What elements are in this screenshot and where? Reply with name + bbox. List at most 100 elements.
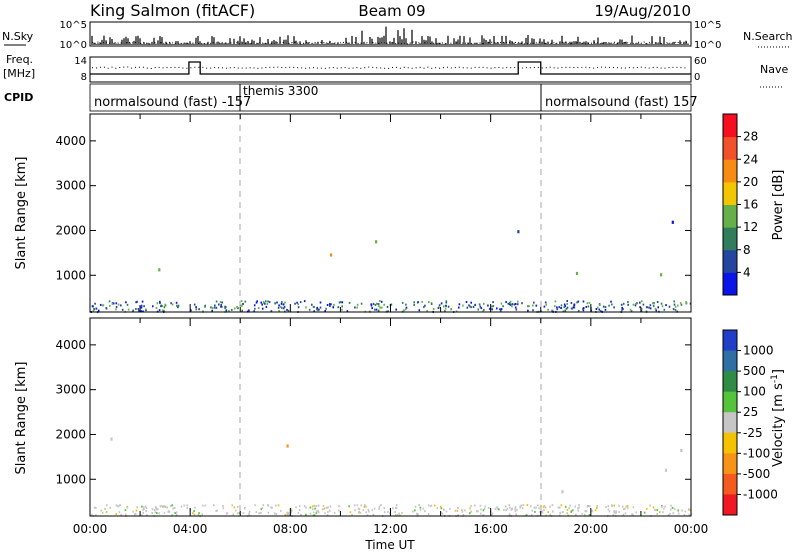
heatmap-cell [573, 304, 576, 307]
heatmap-cell [480, 512, 482, 515]
heatmap-cell [422, 507, 425, 510]
heatmap-cell [313, 306, 315, 308]
heatmap-cell [416, 301, 419, 304]
heatmap-cell [445, 510, 448, 513]
heatmap-cell [454, 509, 457, 512]
heatmap-cell [577, 507, 579, 510]
heatmap-cell [378, 305, 380, 308]
heatmap-cell [541, 510, 543, 513]
heatmap-cell [509, 301, 511, 304]
time-axis-label: Time UT [364, 538, 415, 552]
heatmap-cell [276, 301, 278, 304]
heatmap-cell [488, 307, 491, 310]
heatmap-cell [117, 303, 120, 306]
heatmap-cell [327, 506, 329, 509]
heatmap-cell [377, 303, 380, 305]
heatmap-cell [576, 301, 578, 304]
heatmap-cell [677, 304, 679, 307]
heatmap-cell [341, 308, 343, 311]
heatmap-cell [575, 271, 579, 276]
heatmap-cell [509, 506, 511, 509]
heatmap-cell [444, 310, 446, 313]
x-tick-label: 00:00 [674, 522, 709, 536]
heatmap-cell [313, 504, 316, 507]
heatmap-cell [175, 511, 178, 514]
heatmap-cell [141, 505, 143, 508]
heatmap-cell [375, 240, 378, 244]
heatmap-cell [348, 505, 350, 508]
heatmap-cell [260, 301, 262, 304]
heatmap-cell [156, 302, 159, 305]
heatmap-cell [364, 504, 366, 507]
heatmap-cell [427, 513, 430, 516]
heatmap-cell [329, 305, 331, 307]
heatmap-cell [138, 309, 140, 312]
heatmap-cell [327, 511, 329, 513]
heatmap-cell [627, 303, 629, 306]
heatmap-cell [639, 306, 641, 309]
heatmap-cell [679, 302, 682, 305]
heatmap-cell [622, 302, 625, 305]
heatmap-cell [461, 509, 463, 512]
beam-title: Beam 09 [358, 2, 425, 20]
heatmap-cell [604, 306, 607, 308]
freq-tick-top: 14 [74, 56, 87, 67]
heatmap-cell [656, 509, 658, 512]
heatmap-cell [500, 302, 503, 305]
heatmap-cell [449, 507, 451, 510]
heatmap-cell [680, 303, 683, 306]
heatmap-cell [414, 505, 417, 508]
heatmap-cell [671, 220, 674, 224]
heatmap-cell [492, 305, 495, 308]
heatmap-cell [136, 506, 138, 509]
heatmap-cell [602, 305, 605, 308]
heatmap-cell [318, 511, 320, 514]
heatmap-cell [577, 300, 580, 303]
heatmap-cell [564, 505, 567, 508]
heatmap-cell [305, 306, 307, 309]
heatmap-cell [166, 506, 169, 509]
heatmap-cell [677, 509, 679, 512]
heatmap-cell [515, 308, 518, 311]
heatmap-cell [142, 506, 145, 509]
heatmap-cell [353, 504, 356, 507]
heatmap-cell [108, 300, 111, 303]
heatmap-cell [93, 308, 95, 311]
heatmap-cell [221, 301, 223, 304]
heatmap-cell [144, 505, 147, 508]
heatmap-cell [281, 306, 283, 309]
freq-tick-bottom: 8 [81, 72, 87, 83]
heatmap-cell [611, 505, 613, 508]
heatmap-cell [175, 301, 178, 304]
heatmap-cell [238, 512, 241, 515]
heatmap-cell [528, 305, 530, 308]
heatmap-cell [683, 513, 686, 516]
heatmap-cell [578, 506, 580, 509]
heatmap-cell [685, 302, 688, 305]
heatmap-cell [570, 510, 572, 513]
heatmap-cell [376, 302, 378, 305]
colorbar-swatch [723, 249, 737, 273]
heatmap-cell [228, 309, 230, 312]
heatmap-cell [197, 514, 200, 517]
heatmap-cell [661, 505, 663, 508]
heatmap-cell [135, 512, 137, 515]
heatmap-cell [436, 507, 439, 510]
heatmap-cell [416, 512, 418, 515]
heatmap-cell [248, 512, 250, 515]
heatmap-cell [582, 307, 585, 310]
heatmap-cell [231, 504, 233, 507]
heatmap-cell [496, 307, 498, 310]
heatmap-cell [145, 308, 147, 311]
heatmap-cell [395, 308, 397, 311]
heatmap-cell [338, 509, 340, 512]
heatmap-cell [141, 514, 143, 517]
heatmap-cell [155, 506, 157, 509]
heatmap-cell [670, 504, 672, 507]
heatmap-cell [279, 305, 282, 308]
colorbar-tick-label: 4 [743, 265, 751, 279]
heatmap-cell [444, 307, 447, 310]
heatmap-cell [516, 303, 519, 306]
heatmap-cell [183, 504, 185, 507]
heatmap-cell [198, 512, 200, 515]
